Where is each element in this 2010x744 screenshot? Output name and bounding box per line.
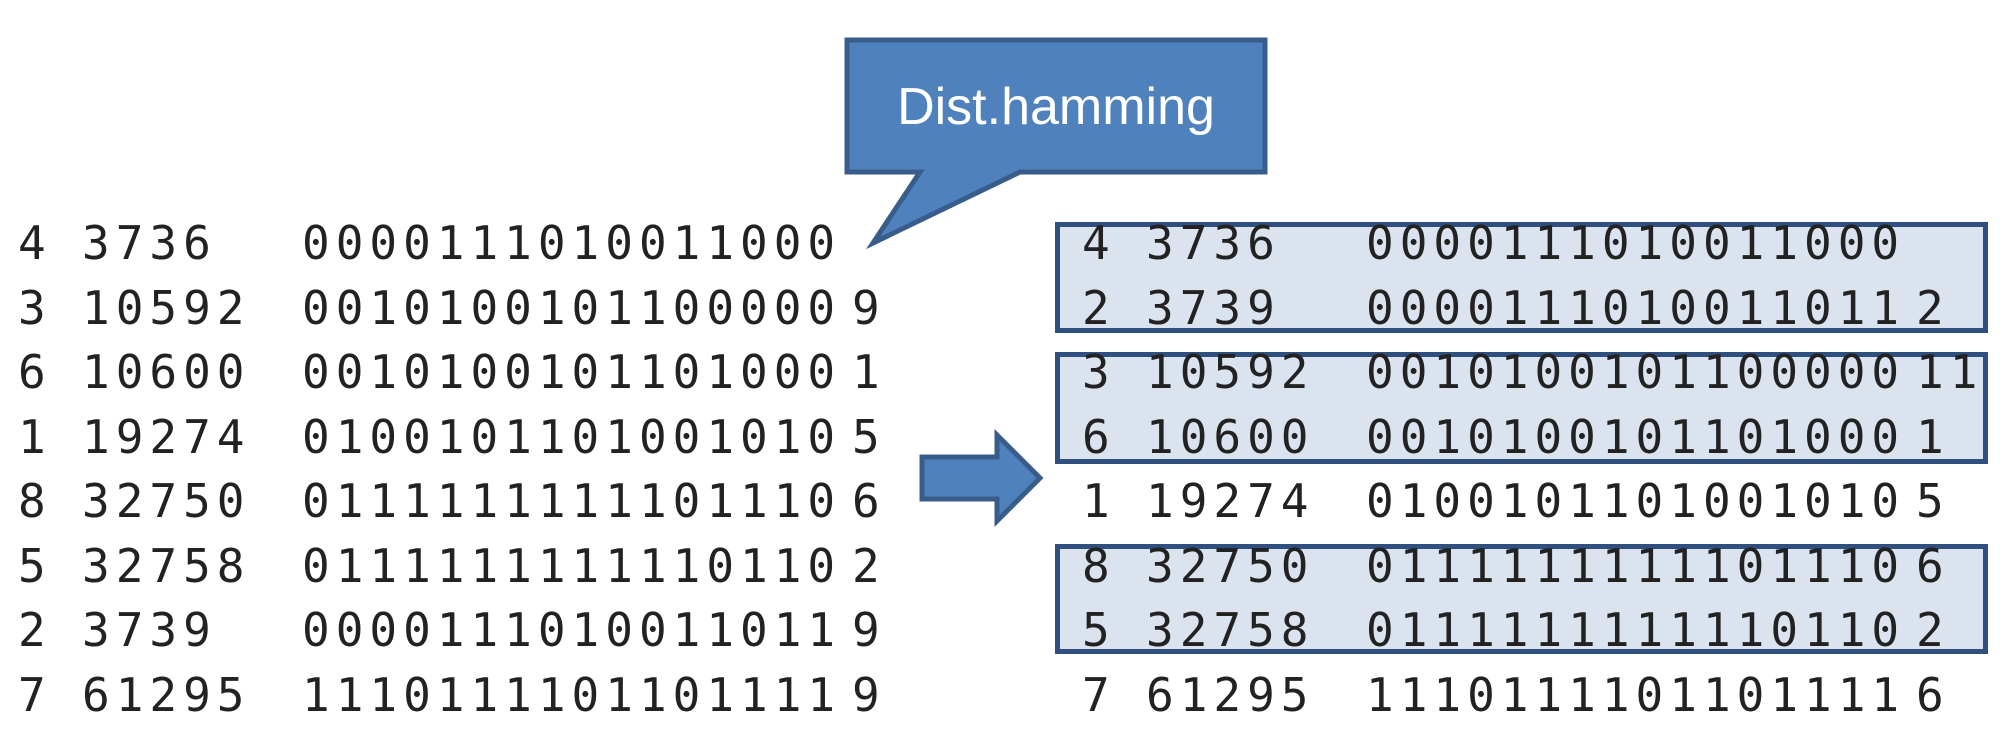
left-table-row-value: 3736 [82, 216, 217, 270]
left-table-row-value: 3739 [82, 603, 217, 657]
left-table-row-id: 7 [18, 667, 52, 722]
right-table-row-value: 32758 [1146, 603, 1315, 657]
left-table-row-distance: 6 [852, 474, 886, 528]
left-table-row-distance: 1 [852, 345, 886, 399]
right-table-row-bits: 1110111101101111 [1366, 667, 1906, 722]
left-table-row-value: 32750 [82, 474, 251, 528]
left-table-row-value: 10592 [82, 280, 251, 335]
right-table-row-id: 4 [1082, 216, 1116, 270]
right-table-row-bits: 0100101101001010 [1366, 474, 1906, 528]
group-box-3 [1055, 544, 1988, 654]
right-table-row-value: 19274 [1146, 474, 1315, 528]
right-table-row-distance: 6 [1916, 667, 1950, 722]
right-table-row-distance: 11 [1916, 345, 1984, 399]
right-table-row-id: 6 [1082, 409, 1116, 464]
right-table-row-bits: 0010100101100000 [1366, 345, 1906, 399]
left-table-row-bits: 0000111010011011 [302, 603, 842, 657]
left-table-row-bits: 0111111111101110 [302, 474, 842, 528]
right-table-row-bits: 0000111010011000 [1366, 216, 1906, 270]
left-table-row-distance: 2 [852, 538, 886, 593]
right-table-row-value: 61295 [1146, 667, 1315, 722]
callout-label: Dist.hamming [897, 78, 1215, 136]
left-table-row-distance: 9 [852, 603, 886, 657]
left-table-row-bits: 0100101101001010 [302, 409, 842, 464]
left-table-row-value: 10600 [82, 345, 251, 399]
left-table-row-bits: 1110111101101111 [302, 667, 842, 722]
right-table-row-value: 32750 [1146, 538, 1315, 593]
right-table-row-id: 2 [1082, 280, 1116, 335]
left-table-row-id: 8 [18, 474, 52, 528]
left-table-row-id: 4 [18, 216, 52, 270]
left-table-row-distance: 9 [852, 667, 886, 722]
right-table-row-id: 3 [1082, 345, 1116, 399]
left-table-row-bits: 0111111111110110 [302, 538, 842, 593]
left-table-row-value: 32758 [82, 538, 251, 593]
right-table-row-bits: 0000111010011011 [1366, 280, 1906, 335]
right-table-row-id: 7 [1082, 667, 1116, 722]
left-table-row-value: 61295 [82, 667, 251, 722]
right-table-row-id: 8 [1082, 538, 1116, 593]
left-table-row-id: 3 [18, 280, 52, 335]
right-table-row-distance: 1 [1916, 409, 1950, 464]
right-table-row-distance: 2 [1916, 280, 1950, 335]
left-table-row-id: 6 [18, 345, 52, 399]
left-table-row-bits: 0000111010011000 [302, 216, 842, 270]
left-table-row-id: 2 [18, 603, 52, 657]
left-table-row-id: 5 [18, 538, 52, 593]
right-table-row-bits: 0111111111101110 [1366, 538, 1906, 593]
right-table-row-value: 10592 [1146, 345, 1315, 399]
right-table-row-bits: 0010100101101000 [1366, 409, 1906, 464]
left-table-row-value: 19274 [82, 409, 251, 464]
right-table-row-value: 3736 [1146, 216, 1281, 270]
group-box-2 [1055, 352, 1988, 464]
right-table-row-id: 5 [1082, 603, 1116, 657]
right-table-row-value: 3739 [1146, 280, 1281, 335]
left-table-row-distance: 9 [852, 280, 886, 335]
right-table-row-distance: 6 [1916, 538, 1950, 593]
right-table-row-id: 1 [1082, 474, 1116, 528]
group-box-1 [1055, 222, 1988, 333]
left-table-row-bits: 0010100101101000 [302, 345, 842, 399]
right-table-row-distance: 5 [1916, 474, 1950, 528]
left-table-row-id: 1 [18, 409, 52, 464]
left-table-row-distance: 5 [852, 409, 886, 464]
right-table-row-value: 10600 [1146, 409, 1315, 464]
left-table-row-bits: 0010100101100000 [302, 280, 842, 335]
right-table-row-bits: 0111111111110110 [1366, 603, 1906, 657]
right-table-row-distance: 2 [1916, 603, 1950, 657]
